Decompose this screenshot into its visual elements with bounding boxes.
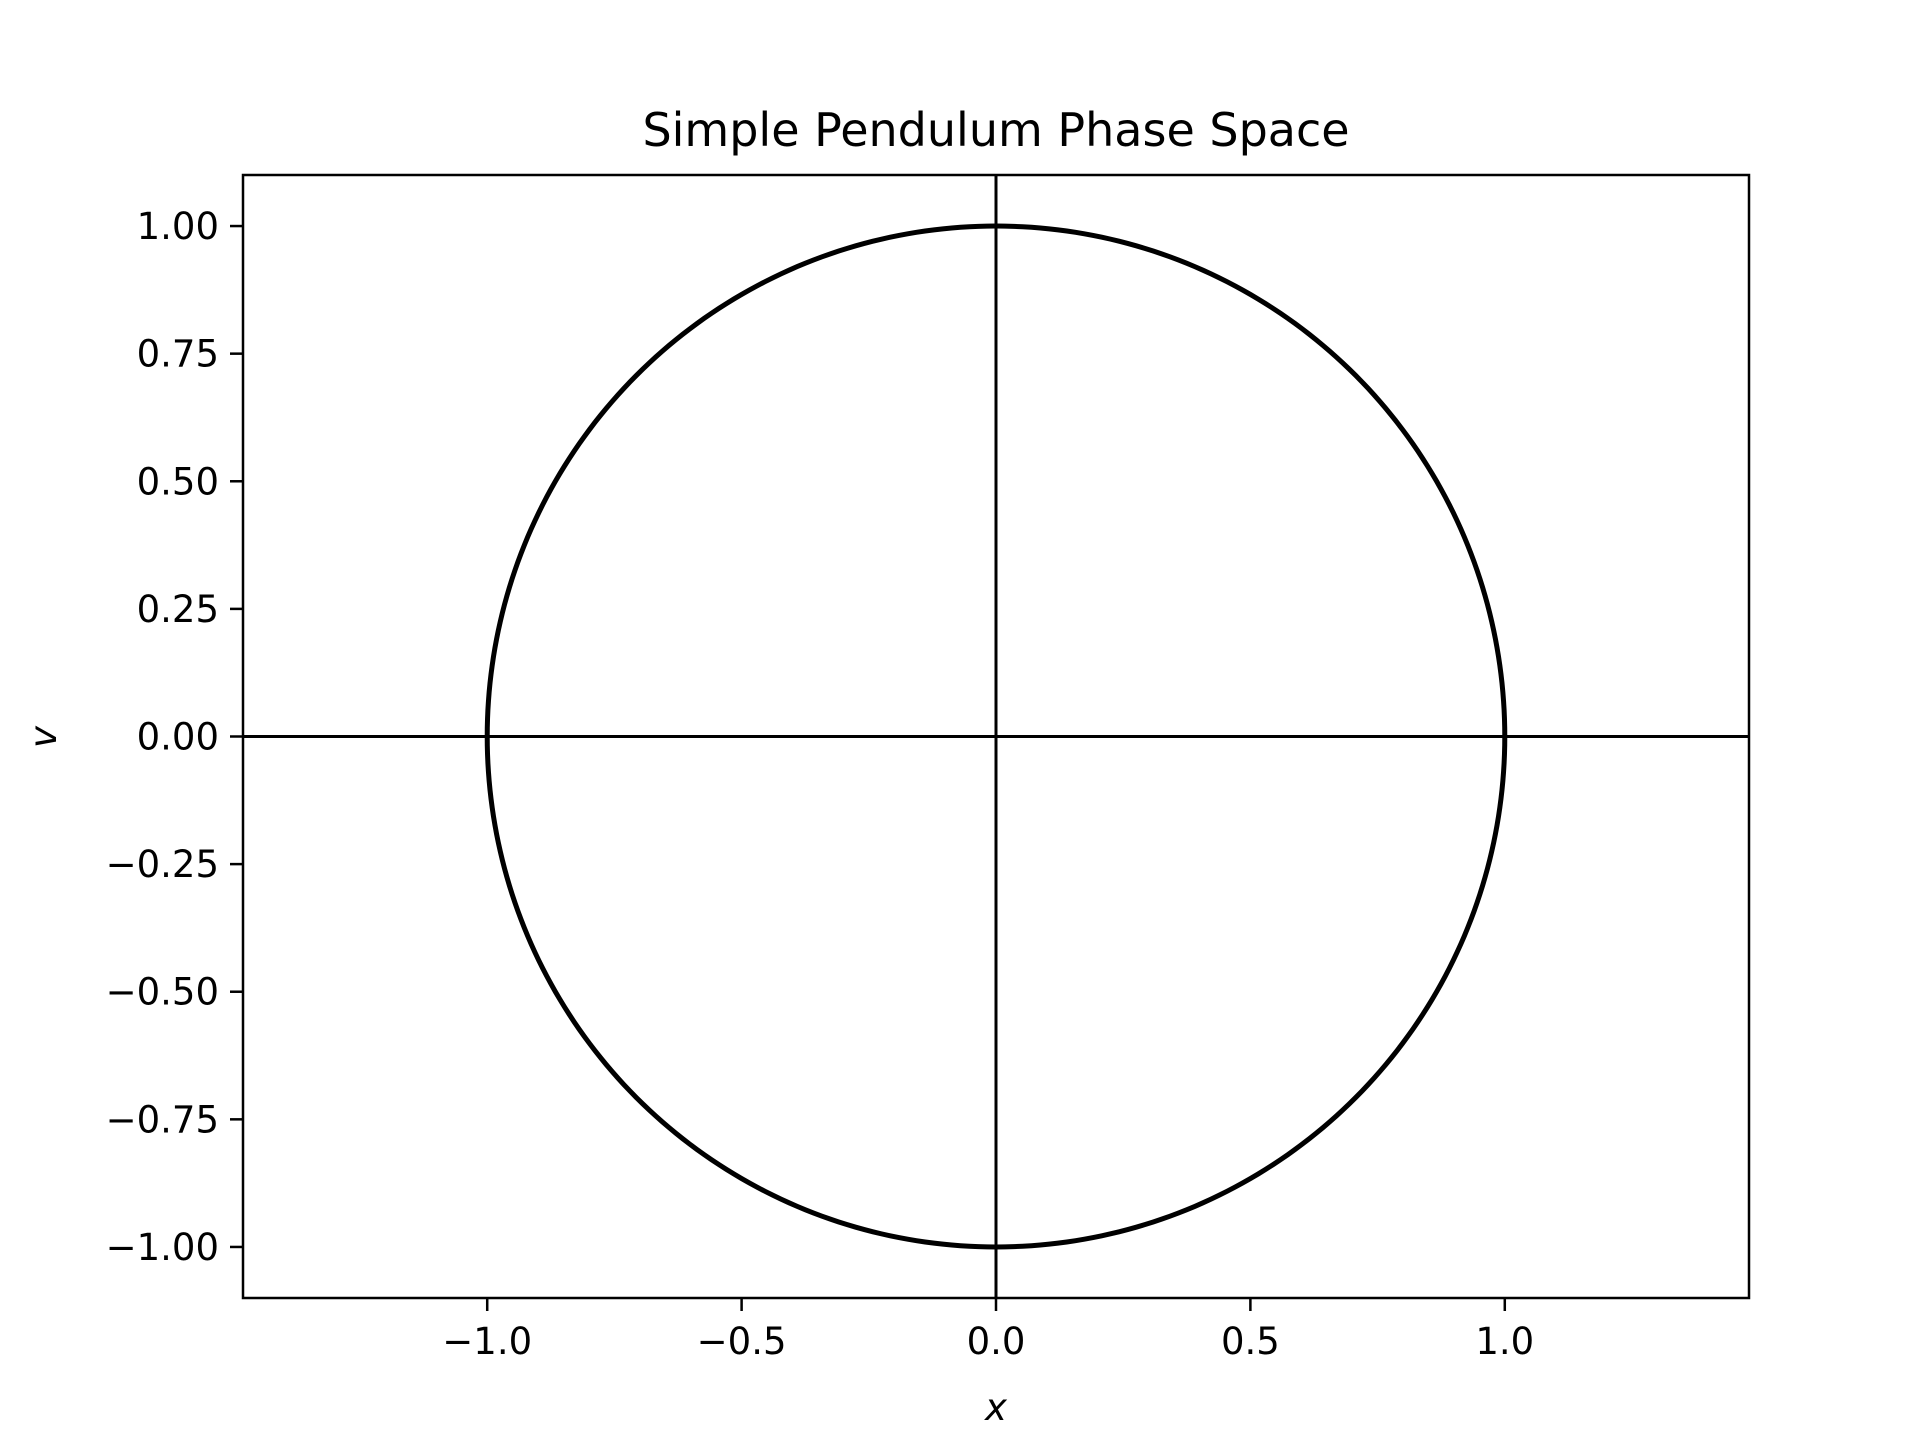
x-tick-label: −1.0 xyxy=(442,1320,532,1363)
y-tick-label: 0.75 xyxy=(137,333,219,376)
x-axis-ticks: −1.0 −0.5 0.0 0.5 1.0 xyxy=(442,1298,1534,1363)
y-tick-label: 0.25 xyxy=(137,588,219,631)
x-tick-label: 0.0 xyxy=(967,1320,1026,1363)
phase-trajectory-circle xyxy=(484,223,1508,1250)
y-tick-label: −0.50 xyxy=(106,971,219,1014)
chart-title: Simple Pendulum Phase Space xyxy=(642,103,1349,157)
x-tick-label: 1.0 xyxy=(1475,1320,1534,1363)
y-axis-ticks: 1.00 0.75 0.50 0.25 0.00 −0.25 −0.50 −0.75 −1.00 xyxy=(106,205,243,1269)
y-tick-label: −1.00 xyxy=(106,1226,219,1269)
x-axis-label: x xyxy=(984,1386,1008,1429)
x-tick-label: 0.5 xyxy=(1221,1320,1280,1363)
y-tick-label: 0.00 xyxy=(137,716,219,759)
y-tick-label: −0.25 xyxy=(106,843,219,886)
y-tick-label: 1.00 xyxy=(137,205,219,248)
x-tick-label: −0.5 xyxy=(697,1320,787,1363)
y-tick-label: −0.75 xyxy=(106,1098,219,1141)
y-tick-label: 0.50 xyxy=(137,460,219,503)
y-axis-label: v xyxy=(22,725,65,748)
